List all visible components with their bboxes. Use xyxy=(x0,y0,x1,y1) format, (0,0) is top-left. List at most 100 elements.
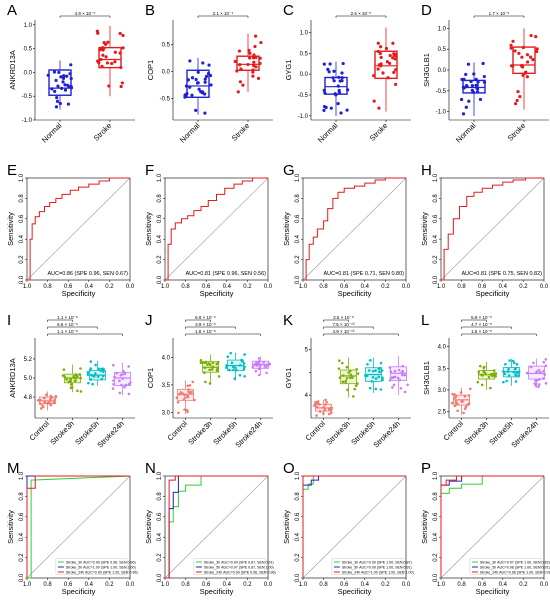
data-point xyxy=(118,379,121,383)
data-point xyxy=(324,398,327,402)
data-point xyxy=(475,90,480,94)
data-point xyxy=(491,374,494,378)
significance-bracket xyxy=(335,15,387,18)
data-point xyxy=(368,386,372,390)
data-point xyxy=(534,384,538,388)
data-point xyxy=(464,83,469,88)
y-tick-label: 3.0 xyxy=(438,388,447,394)
data-point xyxy=(105,61,110,65)
data-point xyxy=(533,382,537,385)
data-point xyxy=(454,400,458,403)
data-point xyxy=(348,376,352,380)
y-tick-label: 0.2 xyxy=(19,255,25,264)
data-point xyxy=(246,62,250,67)
data-point xyxy=(39,398,42,402)
x-axis-title: Specificity xyxy=(200,587,234,596)
data-point xyxy=(89,378,93,381)
data-point xyxy=(384,46,389,51)
data-point xyxy=(514,374,518,377)
data-point xyxy=(46,73,50,77)
data-point xyxy=(464,105,468,109)
significance-bracket xyxy=(47,319,73,322)
data-point xyxy=(113,50,117,54)
data-point xyxy=(325,400,329,404)
data-point xyxy=(57,70,61,74)
data-point xyxy=(56,84,60,88)
y-tick-label: 1.0 xyxy=(295,173,301,182)
data-point xyxy=(242,362,246,365)
data-point xyxy=(196,70,200,74)
data-point xyxy=(348,369,352,373)
data-point xyxy=(521,73,525,77)
data-point xyxy=(76,389,79,393)
data-point xyxy=(354,384,358,388)
data-point xyxy=(322,104,327,109)
y-tick-label: 0.8 xyxy=(433,492,439,501)
data-point xyxy=(238,373,242,377)
y-tick-label: -1.0 xyxy=(436,110,447,116)
y-axis-title: COP1 xyxy=(146,60,155,80)
data-point xyxy=(516,89,520,94)
data-point xyxy=(69,86,74,90)
data-point xyxy=(387,61,392,65)
p-value-label: 3.9 × 10⁻⁸ xyxy=(195,322,216,327)
x-tick-label: 0.0 xyxy=(126,582,135,588)
data-point xyxy=(381,71,385,75)
y-axis-title: GYG1 xyxy=(284,60,293,81)
data-point xyxy=(379,361,383,365)
data-point xyxy=(253,34,258,38)
y-axis-title: Sensitivity xyxy=(144,212,153,246)
data-point xyxy=(332,79,336,83)
y-tick-label: 0.4 xyxy=(157,532,163,541)
panel-letter-e: E xyxy=(7,162,17,179)
data-point xyxy=(482,366,485,370)
data-point xyxy=(182,397,186,401)
y-tick-label: 1.0 xyxy=(295,471,301,480)
data-point xyxy=(378,370,381,374)
y-axis-title: Sensitivity xyxy=(420,212,429,246)
data-point xyxy=(542,369,545,373)
y-tick-label: 4.0 xyxy=(438,345,447,351)
panel-o: O1.0 0.8 0.6 0.4 0.2 0.00.00.20.40.60.81.0Spe… xyxy=(282,460,414,596)
data-point xyxy=(475,86,479,90)
data-point xyxy=(52,401,56,405)
data-point xyxy=(184,396,187,399)
significance-bracket xyxy=(185,319,211,322)
data-point xyxy=(43,396,46,400)
data-point xyxy=(537,383,541,386)
data-point xyxy=(61,76,66,80)
data-point xyxy=(78,373,82,376)
x-tick-label: 0.8 xyxy=(319,582,328,588)
data-point xyxy=(379,55,383,60)
data-point xyxy=(511,39,515,43)
data-point xyxy=(110,61,114,66)
x-tick-label: Normal xyxy=(316,121,340,145)
panel-letter-b: B xyxy=(145,2,155,19)
data-point xyxy=(509,43,513,47)
plot-frame xyxy=(440,177,545,281)
data-point xyxy=(507,374,511,377)
data-point xyxy=(188,59,192,63)
data-point xyxy=(345,365,349,369)
data-point xyxy=(254,369,258,373)
plot-frame xyxy=(164,177,269,281)
data-point xyxy=(257,367,261,371)
p-value-label: 2.6 × 10⁻⁵ xyxy=(351,11,372,16)
legend-entry: Stroke_5h AUC=0.99 (SPE 1.00, SEN 0.91) xyxy=(342,565,412,569)
data-point xyxy=(54,396,57,399)
chance-diagonal xyxy=(440,475,545,579)
x-tick-label: Normal xyxy=(40,121,64,145)
data-point xyxy=(61,80,65,84)
panel-letter-f: F xyxy=(145,162,154,179)
y-tick-label: 0.5 xyxy=(24,47,33,53)
data-point xyxy=(341,361,344,365)
data-point xyxy=(127,392,131,396)
data-point xyxy=(251,365,255,369)
data-point xyxy=(366,363,369,366)
data-point xyxy=(453,393,456,396)
data-point xyxy=(481,374,484,377)
data-point xyxy=(378,51,382,56)
data-point xyxy=(101,53,105,57)
x-tick-label: 0.0 xyxy=(402,284,411,290)
data-point xyxy=(482,369,486,373)
